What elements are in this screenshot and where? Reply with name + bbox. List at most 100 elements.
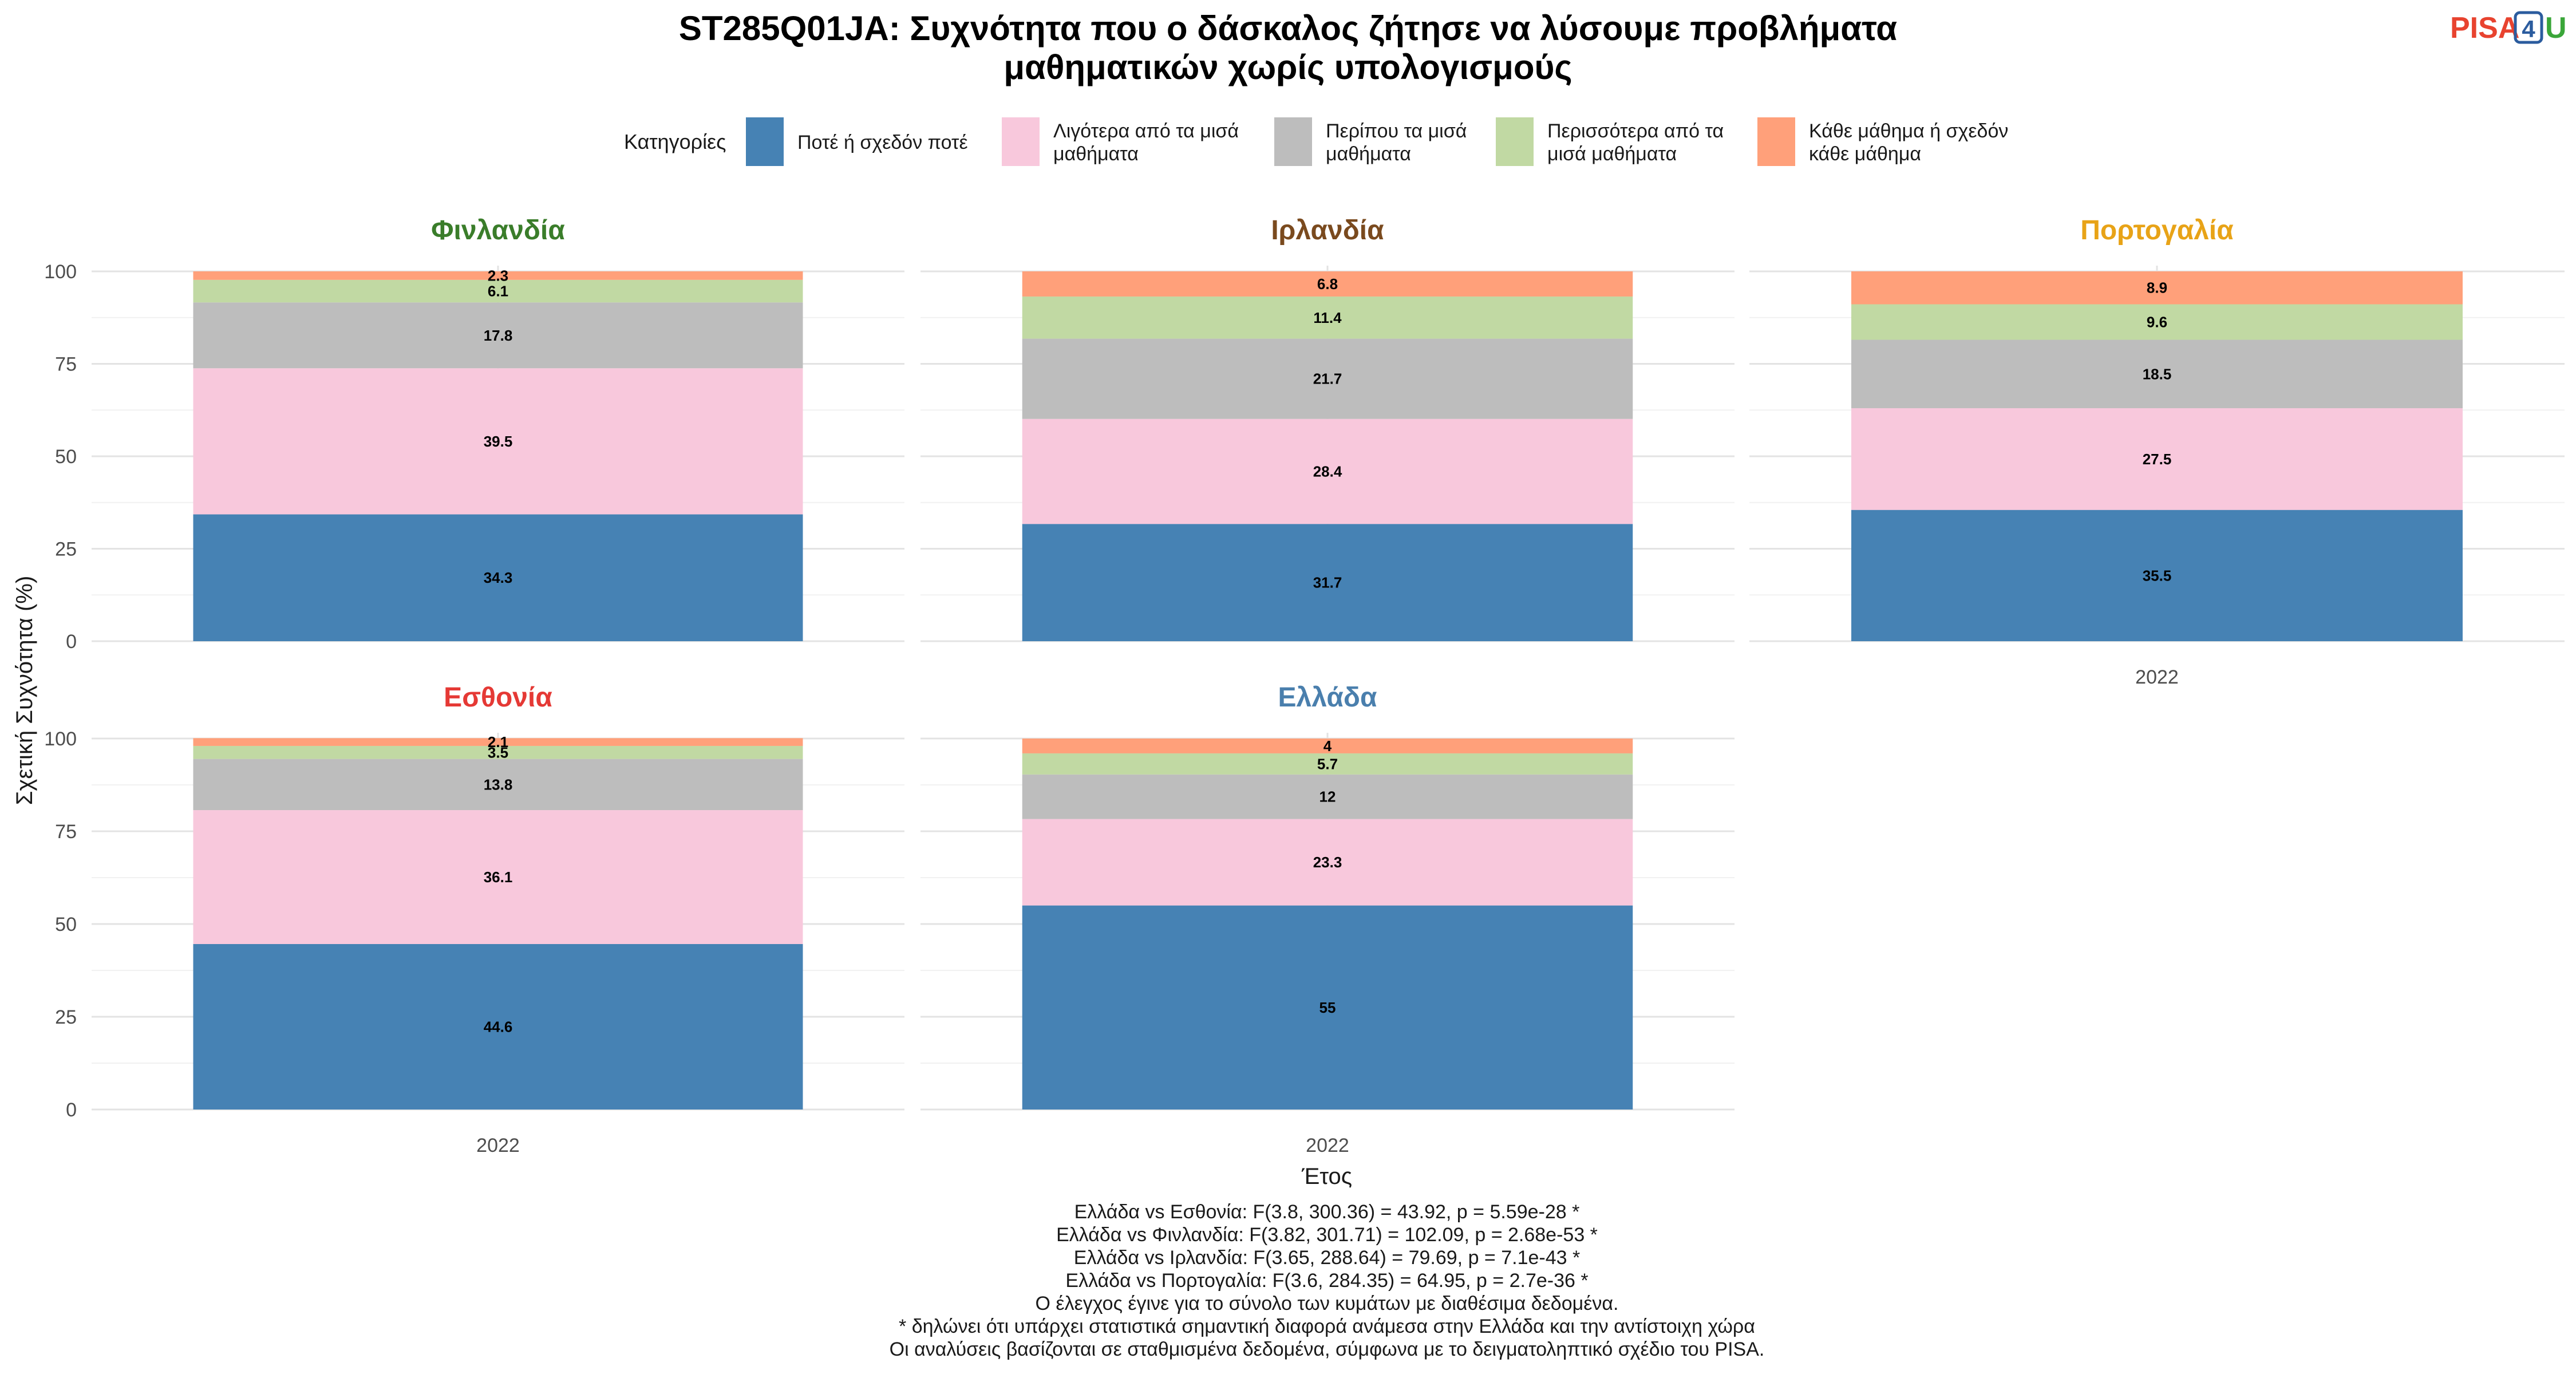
logo-box — [2514, 11, 2543, 44]
footnote-line-1: Ελλάδα vs Φινλανδία: F(3.82, 301.71) = 1… — [1056, 1224, 1598, 1246]
bar-value-label: 6.1 — [488, 283, 508, 300]
bar-value-label: 12 — [1319, 788, 1336, 806]
title-line-0: ST285Q01JA: Συχνότητα που ο δάσκαλος ζήτ… — [679, 9, 1897, 48]
bar-segment — [193, 745, 803, 759]
bar-segment — [1022, 271, 1633, 297]
legend-label-line: Λιγότερα από τα μισά — [1053, 120, 1239, 142]
legend-item-0: Ποτέ ή σχεδόν ποτέ — [746, 117, 968, 166]
bar-segment — [193, 738, 803, 746]
bar-value-label: 13.8 — [484, 776, 513, 793]
panel-2: Πορτογαλία 35.5 27.5 18.5 9.6 8.9 2022 — [1749, 215, 2565, 688]
bar-value-label: 11.4 — [1313, 309, 1342, 326]
legend-swatch — [1496, 117, 1534, 166]
x-tick-label: 2022 — [1306, 1135, 1349, 1156]
bar-value-label: 6.8 — [1317, 275, 1338, 293]
bar-segment — [1022, 524, 1633, 641]
footnotes: Ελλάδα vs Εσθονία: F(3.8, 300.36) = 43.9… — [890, 1201, 1765, 1360]
bar-value-label: 35.5 — [2143, 567, 2172, 584]
legend: Κατηγορίες Ποτέ ή σχεδόν ποτέ Λιγότερα από… — [624, 117, 2008, 166]
legend-swatch — [746, 117, 784, 166]
bar-segment — [193, 279, 803, 303]
panel-0: 0 25 50 75 100 Φινλανδία 34.3 39.5 17.8 6.12.3 — [44, 215, 904, 653]
footnote-line-5: * δηλώνει ότι υπάρχει στατιστικά σημαντι… — [899, 1316, 1755, 1337]
y-tick-label: 75 — [55, 354, 77, 376]
footnote-line-3: Ελλάδα vs Πορτογαλία: F(3.6, 284.35) = 6… — [1065, 1270, 1588, 1292]
bar-segment — [1022, 296, 1633, 339]
legend-label-line: Περίπου τα μισά — [1326, 120, 1467, 142]
bar-segment — [1851, 408, 2463, 510]
bar-segment — [1022, 338, 1633, 419]
facet-panels: 0 25 50 75 100 Φινλανδία 34.3 39.5 17.8 6.12.3 Ιρλ… — [44, 215, 2565, 1156]
axis-titles: Έτος Σχετική Συχνότητα (%) — [12, 576, 1352, 1189]
bar-segment — [1851, 339, 2463, 409]
legend-label-line: μαθήματα — [1326, 143, 1411, 165]
bar-value-label: 36.1 — [484, 868, 513, 886]
legend-label-line: Κάθε μάθημα ή σχεδόν — [1809, 120, 2008, 142]
bar-value-label: 2.1 — [488, 733, 508, 751]
footnote-line-4: Ο έλεγχος έγινε για το σύνολο των κυμάτω… — [1036, 1293, 1619, 1314]
title-line-1: μαθηματικών χωρίς υπολογισμούς — [1003, 48, 1572, 86]
legend-label-line: Περισσότερα από τα — [1547, 120, 1724, 142]
bar-value-label: 21.7 — [1313, 370, 1342, 388]
bar-value-label: 39.5 — [484, 433, 513, 450]
y-tick-label: 25 — [55, 539, 77, 560]
logo-text-right: U — [2545, 11, 2567, 45]
bar-value-label: 18.5 — [2143, 365, 2172, 382]
bar-value-label: 4 — [1323, 737, 1332, 755]
y-tick-label: 0 — [66, 631, 77, 653]
bar-segment — [1022, 905, 1633, 1110]
bar-segment — [193, 514, 803, 641]
legend-swatch — [1002, 117, 1040, 166]
logo-text-left: PISA — [2450, 11, 2519, 45]
y-tick-label: 100 — [44, 728, 77, 750]
x-tick-label: 2022 — [476, 1135, 520, 1156]
bar-value-label: 8.9 — [2147, 279, 2167, 297]
y-tick-label: 50 — [55, 914, 77, 935]
legend-swatch — [1757, 117, 1795, 166]
bar-value-label: 44.6 — [484, 1018, 513, 1035]
footnote-line-2: Ελλάδα vs Ιρλανδία: F(3.65, 288.64) = 79… — [1074, 1247, 1580, 1269]
bar-value-label: 55 — [1319, 999, 1336, 1016]
x-axis-title: Έτος — [1301, 1164, 1352, 1189]
footnote-line-6: Οι αναλύσεις βασίζονται σε σταθμισμένα δ… — [890, 1339, 1765, 1360]
bar-value-label: 28.4 — [1313, 463, 1342, 480]
legend-label-line: κάθε μάθημα — [1809, 143, 1921, 165]
y-tick-label: 75 — [55, 821, 77, 843]
bar-value-label: 9.6 — [2147, 314, 2167, 331]
chart-title: ST285Q01JA: Συχνότητα που ο δάσκαλος ζήτ… — [679, 9, 1897, 86]
bar-segment — [1851, 304, 2463, 340]
pisa4u-logo: PISA 4 U — [2450, 11, 2567, 45]
bar-segment — [1851, 271, 2463, 305]
y-tick-label: 100 — [44, 261, 77, 283]
y-tick-label: 25 — [55, 1006, 77, 1028]
footnote-line-0: Ελλάδα vs Εσθονία: F(3.8, 300.36) = 43.9… — [1074, 1201, 1580, 1223]
bar-segment — [193, 810, 803, 944]
panel-4: Ελλάδα 55 23.3 12 5.74 2022 — [920, 682, 1735, 1156]
y-tick-label: 50 — [55, 446, 77, 468]
legend-label-line: μισά μαθήματα — [1547, 143, 1677, 165]
legend-label: Ποτέ ή σχεδόν ποτέ — [797, 132, 968, 153]
y-axis-title: Σχετική Συχνότητα (%) — [12, 576, 37, 806]
bar-value-label: 2.3 — [488, 267, 508, 284]
bar-segment — [1022, 418, 1633, 524]
bar-segment — [1022, 819, 1633, 906]
bar-value-label: 31.7 — [1313, 574, 1342, 591]
legend-swatch — [1274, 117, 1312, 166]
logo-text-box: 4 — [2522, 15, 2535, 42]
bar-segment — [193, 759, 803, 811]
bar-segment — [1022, 739, 1633, 753]
bar-segment — [1022, 774, 1633, 819]
bar-segment — [1851, 510, 2463, 641]
panel-title: Ελλάδα — [1278, 682, 1377, 713]
panel-title: Φινλανδία — [431, 215, 565, 246]
bar-value-label: 27.5 — [2143, 451, 2172, 468]
bar-value-label: 5.7 — [1317, 755, 1338, 772]
bar-value-label: 23.3 — [1313, 854, 1342, 871]
panel-title: Ιρλανδία — [1271, 215, 1384, 246]
y-tick-label: 0 — [66, 1099, 77, 1121]
